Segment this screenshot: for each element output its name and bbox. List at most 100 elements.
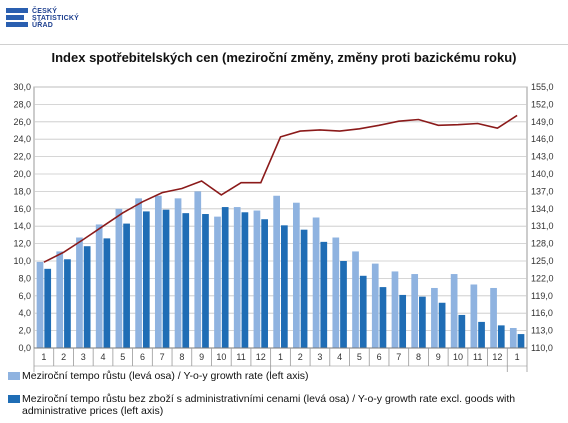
y-left-tick-label: 22,0 bbox=[13, 152, 31, 162]
x-tick-label: 12 bbox=[256, 352, 266, 362]
legend-item-excl-admin: Meziroční tempo růstu bez zboží s admini… bbox=[8, 393, 538, 417]
bar-excl-admin bbox=[359, 275, 367, 348]
y-left-tick-label: 28,0 bbox=[13, 99, 31, 109]
bar-yoy bbox=[273, 195, 280, 348]
bar-excl-admin bbox=[221, 207, 229, 348]
bar-yoy bbox=[56, 251, 64, 348]
x-tick-label: 1 bbox=[515, 352, 520, 362]
x-tick-label: 7 bbox=[396, 352, 401, 362]
bar-yoy bbox=[174, 198, 182, 348]
y-right-tick-label: 137,0 bbox=[531, 186, 554, 196]
x-tick-label: 9 bbox=[436, 352, 441, 362]
bar-excl-admin bbox=[83, 246, 91, 348]
bar-yoy bbox=[214, 216, 221, 348]
y-left-tick-label: 2,0 bbox=[18, 326, 31, 336]
y-left-tick-label: 10,0 bbox=[13, 256, 31, 266]
x-tick-label: 11 bbox=[236, 352, 245, 362]
bar-excl-admin bbox=[379, 287, 387, 348]
y-right-tick-label: 140,0 bbox=[531, 169, 554, 179]
y-left-tick-label: 20,0 bbox=[13, 169, 31, 179]
bar-excl-admin bbox=[44, 268, 52, 348]
chart-legend: Meziroční tempo růstu (levá osa) / Y-o-y… bbox=[8, 370, 538, 417]
bar-yoy bbox=[233, 207, 241, 348]
x-tick-label: 1 bbox=[278, 352, 283, 362]
bar-yoy bbox=[332, 237, 340, 348]
bar-yoy bbox=[154, 195, 162, 348]
bar-excl-admin bbox=[162, 209, 170, 348]
bar-excl-admin bbox=[320, 241, 328, 348]
y-left-tick-label: 30,0 bbox=[13, 82, 31, 92]
chart-title: Index spotřebitelských cen (meziroční zm… bbox=[51, 50, 517, 65]
x-tick-label: 3 bbox=[317, 352, 322, 362]
y-left-tick-label: 6,0 bbox=[18, 291, 31, 301]
bar-excl-admin bbox=[281, 225, 288, 348]
bar-excl-admin bbox=[458, 314, 466, 348]
x-tick-label: 10 bbox=[216, 352, 226, 362]
y-left-tick-label: 26,0 bbox=[13, 117, 31, 127]
y-right-tick-label: 128,0 bbox=[531, 239, 554, 249]
bar-excl-admin bbox=[438, 302, 446, 348]
legend-label-yoy: Meziroční tempo růstu (levá osa) / Y-o-y… bbox=[22, 370, 309, 382]
x-tick-label: 11 bbox=[473, 352, 482, 362]
bar-yoy bbox=[293, 202, 300, 348]
bar-excl-admin bbox=[497, 325, 505, 348]
bar-excl-admin bbox=[261, 219, 268, 348]
bar-excl-admin bbox=[399, 294, 407, 348]
y-right-tick-label: 155,0 bbox=[531, 82, 554, 92]
bar-yoy bbox=[76, 237, 83, 348]
bar-yoy bbox=[352, 251, 359, 348]
y-left-tick-label: 16,0 bbox=[13, 204, 31, 214]
y-right-tick-label: 134,0 bbox=[531, 204, 554, 214]
legend-swatch-yoy bbox=[8, 372, 20, 380]
header-divider bbox=[0, 44, 568, 45]
bar-yoy bbox=[371, 263, 379, 348]
bar-excl-admin bbox=[241, 212, 249, 348]
legend-label-excl-admin: Meziroční tempo růstu bez zboží s admini… bbox=[22, 393, 516, 417]
y-right-tick-label: 146,0 bbox=[531, 134, 554, 144]
bar-yoy bbox=[509, 327, 517, 348]
x-tick-label: 8 bbox=[179, 352, 184, 362]
bar-yoy bbox=[253, 210, 261, 348]
bar-excl-admin bbox=[123, 223, 130, 348]
bar-yoy bbox=[135, 198, 142, 348]
bar-excl-admin bbox=[517, 334, 525, 348]
bar-yoy bbox=[391, 271, 399, 348]
x-tick-label: 2 bbox=[298, 352, 303, 362]
y-left-tick-label: 14,0 bbox=[13, 221, 31, 231]
x-tick-label: 6 bbox=[140, 352, 145, 362]
y-left-tick-label: 12,0 bbox=[13, 239, 31, 249]
bar-yoy bbox=[194, 191, 202, 348]
x-tick-label: 6 bbox=[377, 352, 382, 362]
legend-item-yoy: Meziroční tempo růstu (levá osa) / Y-o-y… bbox=[8, 370, 538, 382]
bar-yoy bbox=[431, 287, 438, 348]
x-tick-label: 1 bbox=[41, 352, 46, 362]
bar-yoy bbox=[36, 261, 44, 348]
bar-excl-admin bbox=[340, 261, 347, 348]
x-tick-label: 5 bbox=[120, 352, 125, 362]
bar-excl-admin bbox=[64, 259, 71, 348]
x-tick-label: 3 bbox=[81, 352, 86, 362]
x-tick-label: 2 bbox=[61, 352, 66, 362]
y-right-tick-label: 122,0 bbox=[531, 273, 554, 283]
y-left-tick-label: 18,0 bbox=[13, 186, 31, 196]
x-tick-label: 5 bbox=[357, 352, 362, 362]
logo-line-1: ČESKÝ bbox=[32, 6, 57, 15]
y-right-tick-label: 125,0 bbox=[531, 256, 554, 266]
bar-yoy bbox=[312, 217, 320, 348]
bar-excl-admin bbox=[419, 296, 426, 348]
bar-yoy bbox=[490, 287, 497, 348]
csu-logo: ČESKÝ STATISTICKÝ ÚŘAD bbox=[6, 6, 86, 41]
x-tick-label: 12 bbox=[492, 352, 502, 362]
x-tick-label: 10 bbox=[453, 352, 463, 362]
x-tick-label: 8 bbox=[416, 352, 421, 362]
y-left-tick-label: 0,0 bbox=[18, 343, 31, 353]
bar-yoy bbox=[115, 208, 123, 348]
x-tick-label: 9 bbox=[199, 352, 204, 362]
y-left-tick-label: 24,0 bbox=[13, 134, 31, 144]
logo-line-3: ÚŘAD bbox=[32, 20, 53, 29]
bar-excl-admin bbox=[182, 213, 190, 348]
bar-excl-admin bbox=[103, 238, 111, 348]
y-left-tick-label: 8,0 bbox=[18, 273, 31, 283]
y-right-tick-label: 143,0 bbox=[531, 152, 554, 162]
